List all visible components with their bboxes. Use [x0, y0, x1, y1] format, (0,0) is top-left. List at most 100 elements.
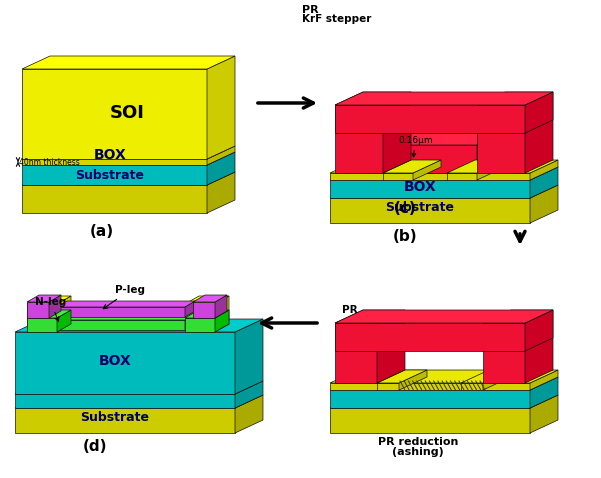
Polygon shape: [530, 167, 558, 198]
Polygon shape: [483, 310, 553, 323]
Polygon shape: [383, 173, 413, 180]
Polygon shape: [15, 319, 263, 332]
Polygon shape: [57, 296, 71, 332]
Polygon shape: [22, 56, 235, 69]
Polygon shape: [27, 310, 71, 318]
Polygon shape: [22, 165, 207, 185]
Polygon shape: [483, 370, 511, 390]
Polygon shape: [483, 323, 525, 383]
Polygon shape: [413, 160, 441, 180]
Text: 0.16μm: 0.16μm: [398, 136, 433, 157]
Polygon shape: [330, 160, 558, 173]
Polygon shape: [477, 132, 505, 173]
Text: PR reduction: PR reduction: [378, 437, 458, 447]
Text: (ashing): (ashing): [392, 447, 444, 457]
Polygon shape: [22, 159, 207, 165]
Polygon shape: [57, 310, 71, 332]
Polygon shape: [383, 160, 441, 173]
Polygon shape: [22, 152, 235, 165]
Polygon shape: [330, 390, 530, 408]
Polygon shape: [377, 383, 399, 390]
Polygon shape: [383, 145, 477, 173]
Text: BOX: BOX: [404, 180, 436, 194]
Polygon shape: [207, 56, 235, 159]
Text: P-leg: P-leg: [103, 285, 145, 309]
Polygon shape: [15, 381, 263, 394]
Polygon shape: [235, 319, 263, 394]
Text: SOI: SOI: [109, 104, 144, 122]
Polygon shape: [27, 304, 57, 332]
Polygon shape: [477, 105, 525, 173]
Polygon shape: [185, 296, 229, 304]
Polygon shape: [525, 310, 553, 351]
Polygon shape: [530, 377, 558, 408]
Text: Substrate: Substrate: [81, 411, 150, 424]
Polygon shape: [185, 304, 215, 332]
Polygon shape: [57, 301, 195, 307]
Polygon shape: [330, 185, 558, 198]
Polygon shape: [447, 173, 477, 180]
Text: (a): (a): [90, 224, 114, 239]
Polygon shape: [57, 307, 185, 317]
Polygon shape: [235, 381, 263, 408]
Text: BOX: BOX: [99, 354, 132, 368]
Polygon shape: [27, 295, 61, 302]
Polygon shape: [15, 394, 235, 408]
Polygon shape: [207, 172, 235, 213]
Polygon shape: [525, 92, 553, 133]
Polygon shape: [207, 152, 235, 185]
Polygon shape: [377, 370, 427, 383]
Polygon shape: [215, 295, 227, 318]
Polygon shape: [185, 314, 195, 330]
Polygon shape: [330, 377, 558, 390]
Polygon shape: [335, 105, 525, 133]
Polygon shape: [377, 310, 405, 383]
Polygon shape: [335, 323, 377, 383]
Polygon shape: [335, 105, 383, 173]
Polygon shape: [235, 395, 263, 433]
Polygon shape: [525, 92, 553, 173]
Text: Substrate: Substrate: [76, 169, 144, 182]
Polygon shape: [447, 160, 505, 173]
Polygon shape: [27, 302, 49, 318]
Polygon shape: [330, 167, 558, 180]
Polygon shape: [193, 302, 215, 318]
Polygon shape: [22, 146, 235, 159]
Polygon shape: [383, 92, 411, 173]
Polygon shape: [193, 295, 227, 302]
Polygon shape: [330, 395, 558, 408]
Polygon shape: [530, 395, 558, 433]
Polygon shape: [335, 323, 525, 351]
Polygon shape: [461, 370, 511, 383]
Polygon shape: [330, 370, 558, 383]
Text: (d): (d): [83, 439, 107, 454]
Polygon shape: [15, 395, 263, 408]
Polygon shape: [477, 160, 505, 180]
Text: PR: PR: [342, 305, 358, 315]
Polygon shape: [207, 146, 235, 165]
Polygon shape: [22, 172, 235, 185]
Text: PR: PR: [302, 5, 319, 15]
Polygon shape: [57, 320, 185, 330]
Polygon shape: [335, 92, 411, 105]
Polygon shape: [22, 185, 207, 213]
Polygon shape: [330, 383, 530, 390]
Polygon shape: [15, 332, 235, 394]
Polygon shape: [383, 132, 505, 145]
Polygon shape: [330, 408, 530, 433]
Polygon shape: [335, 92, 553, 105]
Polygon shape: [399, 370, 427, 390]
Polygon shape: [57, 314, 195, 320]
Text: (c): (c): [394, 201, 416, 216]
Text: 40nm thickness: 40nm thickness: [19, 157, 80, 166]
Polygon shape: [185, 318, 215, 332]
Polygon shape: [215, 310, 229, 332]
Polygon shape: [335, 310, 553, 323]
Polygon shape: [49, 295, 61, 318]
Polygon shape: [335, 310, 405, 323]
Polygon shape: [330, 198, 530, 223]
Polygon shape: [530, 370, 558, 390]
Text: (b): (b): [392, 229, 417, 244]
Polygon shape: [185, 301, 195, 317]
Polygon shape: [530, 185, 558, 223]
